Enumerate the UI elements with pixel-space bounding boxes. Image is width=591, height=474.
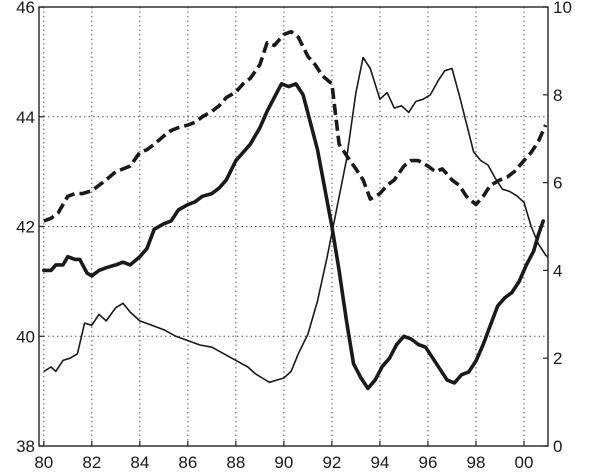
series-lines [42, 29, 549, 391]
x-axis-tick-label: 98 [467, 453, 486, 472]
x-axis-tick-label: 88 [226, 453, 245, 472]
x-axis-tick-label: 86 [178, 453, 197, 472]
left-axis-tick-label: 46 [16, 0, 35, 17]
left-axis-tick-label: 38 [16, 437, 35, 456]
right-axis-tick-label: 4 [553, 261, 562, 280]
grid-lines [39, 7, 548, 446]
left-axis-tick-label: 44 [16, 108, 35, 127]
x-axis-tick-label: 82 [82, 453, 101, 472]
right-axis-tick-label: 0 [553, 437, 562, 456]
left-axis-tick-label: 40 [16, 327, 35, 346]
right-axis-tick-label: 2 [553, 349, 562, 368]
right-axis-tick-label: 10 [553, 0, 572, 17]
series-thick-dashed-line [43, 29, 548, 223]
series-thick-solid-line [42, 82, 545, 391]
tick-marks [39, 6, 548, 447]
right-axis-tick-label: 6 [553, 174, 562, 193]
series-thin-solid-line [43, 56, 549, 384]
x-axis-tick-label: 92 [322, 453, 341, 472]
left-axis-tick-label: 42 [16, 218, 35, 237]
x-axis-tick-label: 00 [515, 453, 534, 472]
x-axis-tick-label: 94 [370, 453, 389, 472]
right-axis-tick-label: 8 [553, 86, 562, 105]
x-axis-tick-label: 84 [130, 453, 149, 472]
x-axis-tick-label: 90 [274, 453, 293, 472]
x-axis-tick-label: 80 [34, 453, 53, 472]
x-axis-tick-label: 96 [418, 453, 437, 472]
